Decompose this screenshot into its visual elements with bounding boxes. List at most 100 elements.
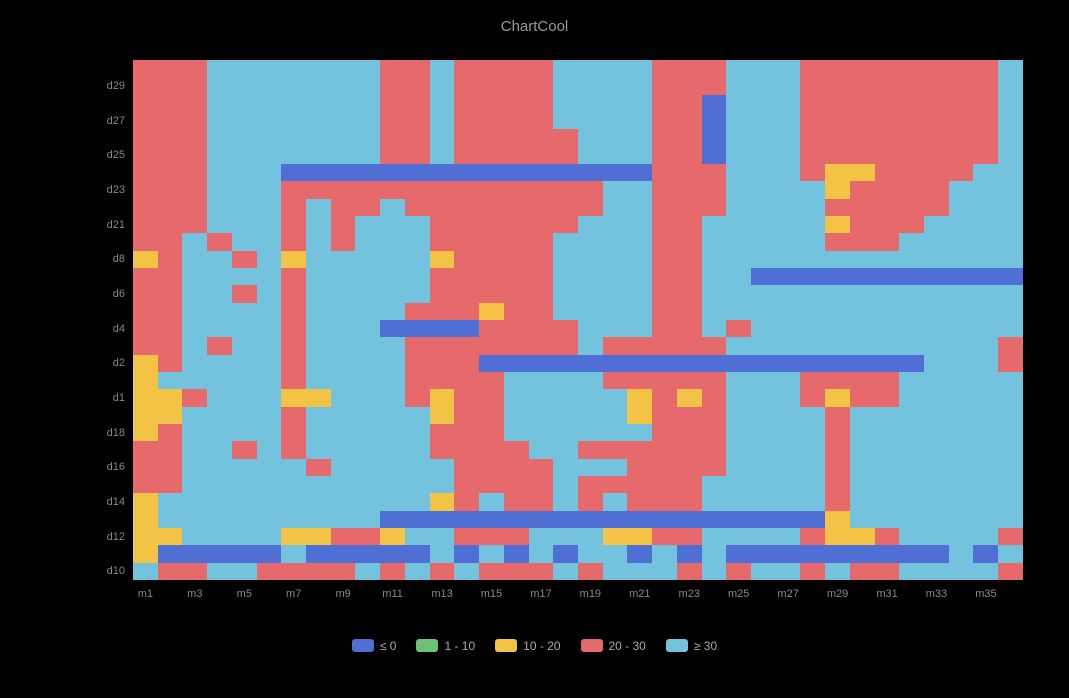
heatmap-cell xyxy=(207,303,232,320)
heatmap-cell xyxy=(875,424,900,441)
heatmap-cell xyxy=(281,233,306,250)
heatmap-cell xyxy=(306,407,331,424)
legend-swatch xyxy=(416,639,438,652)
heatmap-cell xyxy=(133,285,158,302)
heatmap-cell xyxy=(182,60,207,77)
heatmap-cell xyxy=(776,407,801,424)
heatmap-cell xyxy=(652,337,677,354)
heatmap-cell xyxy=(257,164,282,181)
heatmap-cell xyxy=(899,164,924,181)
heatmap-cell xyxy=(875,199,900,216)
heatmap-cell xyxy=(825,164,850,181)
heatmap-cell xyxy=(973,268,998,285)
heatmap-cell xyxy=(380,95,405,112)
heatmap-cell xyxy=(479,545,504,562)
heatmap-cell xyxy=(430,528,455,545)
heatmap-cell xyxy=(331,545,356,562)
heatmap-cell xyxy=(875,77,900,94)
heatmap-cell xyxy=(924,441,949,458)
heatmap-cell xyxy=(405,181,430,198)
heatmap-cell xyxy=(479,389,504,406)
legend-item[interactable]: 10 - 20 xyxy=(495,638,560,653)
heatmap-cell xyxy=(529,424,554,441)
heatmap-cell xyxy=(998,337,1023,354)
heatmap-cell xyxy=(949,372,974,389)
heatmap-cell xyxy=(331,459,356,476)
heatmap-cell xyxy=(553,424,578,441)
heatmap-cell xyxy=(182,493,207,510)
heatmap-cell xyxy=(924,60,949,77)
heatmap-cell xyxy=(949,476,974,493)
heatmap-cell xyxy=(850,164,875,181)
heatmap-cell xyxy=(529,164,554,181)
heatmap-cell xyxy=(652,459,677,476)
heatmap-cell xyxy=(133,303,158,320)
heatmap-cell xyxy=(702,320,727,337)
heatmap-cell xyxy=(232,545,257,562)
heatmap-cell xyxy=(281,112,306,129)
heatmap-cell xyxy=(875,493,900,510)
heatmap-cell xyxy=(430,77,455,94)
heatmap-cell xyxy=(800,233,825,250)
heatmap-cell xyxy=(232,95,257,112)
heatmap-cell xyxy=(331,77,356,94)
heatmap-cell xyxy=(800,285,825,302)
heatmap-cell xyxy=(232,528,257,545)
heatmap-cell xyxy=(281,476,306,493)
legend-item[interactable]: ≥ 30 xyxy=(666,638,717,653)
heatmap-cell xyxy=(380,233,405,250)
heatmap-cell xyxy=(553,199,578,216)
heatmap-cell xyxy=(133,389,158,406)
heatmap-cell xyxy=(998,60,1023,77)
heatmap-cell xyxy=(998,233,1023,250)
heatmap-cell xyxy=(825,233,850,250)
heatmap-cell xyxy=(479,476,504,493)
heatmap-cell xyxy=(899,372,924,389)
heatmap-cell xyxy=(158,528,183,545)
heatmap-cell xyxy=(331,355,356,372)
heatmap-cell xyxy=(529,233,554,250)
heatmap-cell xyxy=(405,337,430,354)
heatmap-cell xyxy=(726,216,751,233)
heatmap-cell xyxy=(331,511,356,528)
heatmap-cell xyxy=(380,545,405,562)
heatmap-cell xyxy=(800,476,825,493)
heatmap-cell xyxy=(430,337,455,354)
heatmap-cell xyxy=(702,476,727,493)
heatmap-cell xyxy=(504,337,529,354)
heatmap-cell xyxy=(875,407,900,424)
heatmap-cell xyxy=(380,216,405,233)
heatmap-cell xyxy=(306,60,331,77)
heatmap-cell xyxy=(232,199,257,216)
heatmap-cell xyxy=(306,459,331,476)
legend-item[interactable]: 1 - 10 xyxy=(416,638,475,653)
heatmap-cell xyxy=(998,545,1023,562)
heatmap-cell xyxy=(158,407,183,424)
heatmap-cell xyxy=(751,60,776,77)
heatmap-cell xyxy=(850,563,875,580)
heatmap-cell xyxy=(182,77,207,94)
heatmap-cell xyxy=(529,77,554,94)
heatmap-cell xyxy=(800,355,825,372)
heatmap-cell xyxy=(726,511,751,528)
heatmap-cell xyxy=(998,407,1023,424)
heatmap-row xyxy=(133,545,1023,562)
heatmap-cell xyxy=(899,528,924,545)
heatmap-cell xyxy=(652,268,677,285)
heatmap-cell xyxy=(973,112,998,129)
heatmap-cell xyxy=(257,199,282,216)
heatmap-cell xyxy=(899,199,924,216)
heatmap-cell xyxy=(578,389,603,406)
heatmap-cell xyxy=(702,545,727,562)
heatmap-cell xyxy=(776,129,801,146)
legend-item[interactable]: ≤ 0 xyxy=(352,638,397,653)
heatmap-cell xyxy=(702,389,727,406)
heatmap-row xyxy=(133,164,1023,181)
legend-item[interactable]: 20 - 30 xyxy=(581,638,646,653)
heatmap-cell xyxy=(454,95,479,112)
heatmap-cell xyxy=(504,251,529,268)
legend-swatch xyxy=(581,639,603,652)
heatmap-cell xyxy=(800,112,825,129)
heatmap-row xyxy=(133,355,1023,372)
heatmap-cell xyxy=(973,372,998,389)
